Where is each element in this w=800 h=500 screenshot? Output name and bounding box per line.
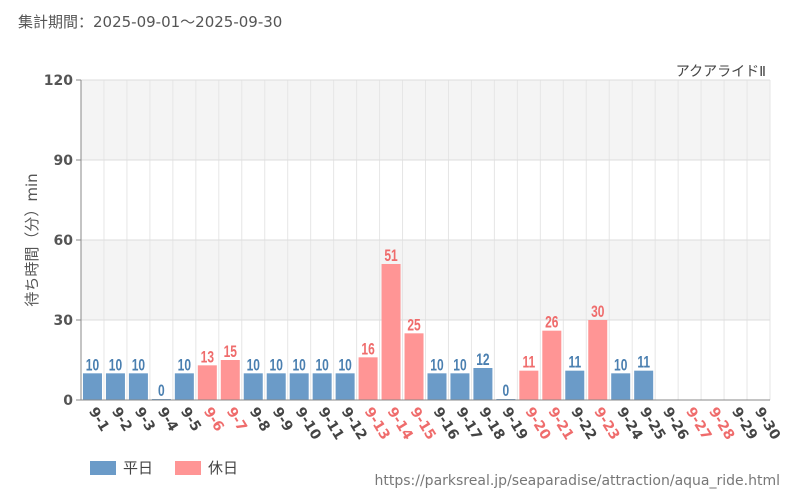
y-tick-label: 30 [54, 313, 74, 329]
bar-9-9 [266, 373, 286, 400]
bar-9-11 [312, 373, 332, 400]
weekday-swatch [90, 460, 116, 475]
x-tick-label-9-7: 9-7 [223, 405, 250, 435]
value-label-9-15: 25 [407, 317, 420, 335]
value-label-9-22: 11 [568, 354, 581, 372]
bar-9-16 [427, 373, 447, 400]
legend: 平日 休日 [90, 457, 238, 478]
bar-9-2 [105, 373, 125, 400]
value-label-9-2: 10 [109, 357, 122, 375]
legend-holiday-label: 休日 [208, 459, 239, 477]
bar-9-12 [335, 373, 355, 400]
value-label-9-10: 10 [293, 357, 306, 375]
x-tick-label-9-30: 9-30 [751, 405, 783, 443]
value-label-9-23: 30 [591, 303, 604, 321]
period-label: 集計期間：2025-09-01〜2025-09-30 [18, 13, 283, 31]
value-label-9-9: 10 [270, 357, 283, 375]
bar-9-10 [289, 373, 309, 400]
y-tick-label: 120 [44, 73, 73, 89]
value-label-9-17: 10 [453, 357, 466, 375]
bar-9-20 [519, 370, 539, 400]
value-label-9-12: 10 [338, 357, 351, 375]
x-tick-label-9-1: 9-1 [85, 405, 112, 435]
value-label-9-4: 0 [158, 382, 165, 400]
value-label-9-1: 10 [86, 357, 99, 375]
y-tick-label: 90 [54, 153, 74, 169]
value-label-9-25: 11 [637, 354, 650, 372]
bar-9-18 [473, 368, 493, 400]
x-tick-label-9-5: 9-5 [177, 405, 204, 435]
value-label-9-18: 12 [476, 351, 489, 369]
bar-9-14 [381, 264, 401, 400]
bar-9-8 [243, 373, 263, 400]
value-label-9-7: 15 [224, 343, 237, 361]
bar-9-23 [588, 320, 608, 400]
x-tick-label-9-3: 9-3 [131, 405, 158, 435]
bar-9-15 [404, 333, 424, 400]
bar-9-13 [358, 357, 378, 400]
value-label-9-14: 51 [384, 247, 397, 265]
bar-9-25 [634, 370, 654, 400]
value-label-9-8: 10 [247, 357, 260, 375]
bar-9-22 [565, 370, 585, 400]
value-label-9-24: 10 [614, 357, 627, 375]
x-tick-label-9-6: 9-6 [200, 405, 227, 435]
bar-9-6 [197, 365, 217, 400]
bar-9-1 [82, 373, 102, 400]
bar-9-24 [611, 373, 631, 400]
bar-9-3 [128, 373, 148, 400]
x-tick-label-9-4: 9-4 [154, 405, 181, 435]
bar-9-7 [220, 360, 240, 400]
value-label-9-21: 26 [545, 314, 558, 332]
value-label-9-19: 0 [503, 382, 510, 400]
value-label-9-3: 10 [132, 357, 145, 375]
value-label-9-11: 10 [315, 357, 328, 375]
value-label-9-13: 16 [361, 341, 374, 359]
source-url: https://parksreal.jp/seaparadise/attract… [374, 473, 781, 489]
x-tick-label-9-8: 9-8 [246, 405, 273, 435]
y-tick-label: 0 [63, 393, 73, 409]
legend-weekday-label: 平日 [123, 459, 154, 477]
value-label-9-6: 13 [201, 349, 214, 367]
legend-item-holiday: 休日 [175, 457, 238, 478]
value-label-9-20: 11 [523, 354, 536, 372]
holiday-swatch [175, 460, 202, 475]
y-axis-label: 待ち時間（分）min [23, 173, 41, 306]
x-tick-label-9-2: 9-2 [108, 405, 135, 435]
bar-9-17 [450, 373, 470, 400]
bar-9-5 [174, 373, 194, 400]
x-tick-label-9-9: 9-9 [269, 405, 296, 435]
legend-item-weekday: 平日 [90, 457, 153, 478]
y-tick-label: 60 [54, 233, 74, 249]
value-label-9-16: 10 [430, 357, 443, 375]
bar-9-21 [542, 330, 562, 400]
value-label-9-5: 10 [178, 357, 191, 375]
chart-title: アクアライドⅡ [676, 63, 766, 79]
